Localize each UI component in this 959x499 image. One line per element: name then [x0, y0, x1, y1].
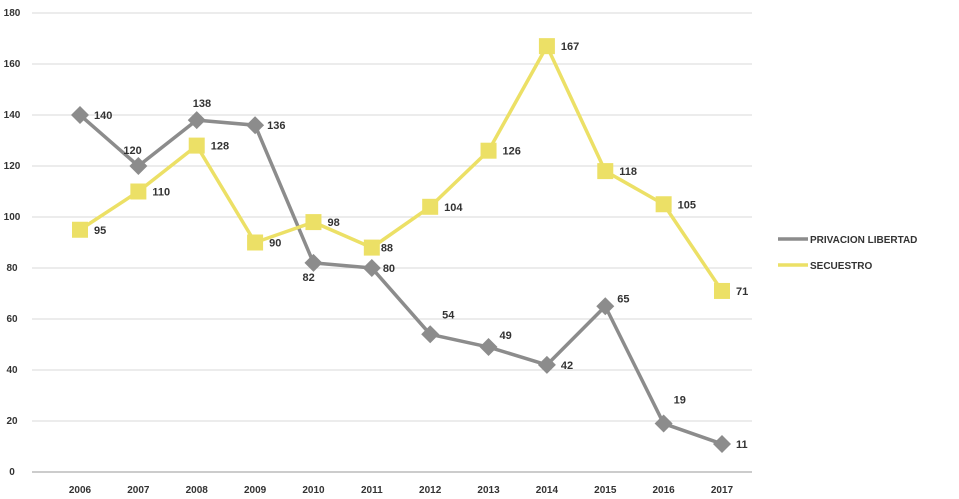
legend-label: PRIVACION LIBERTAD	[810, 235, 917, 246]
x-tick-label: 2008	[186, 485, 209, 496]
data-point	[538, 38, 555, 55]
data-label: 128	[211, 141, 229, 153]
data-point	[188, 137, 205, 154]
y-tick-label: 160	[4, 59, 21, 70]
data-label: 110	[152, 187, 170, 199]
x-tick-label: 2013	[477, 485, 500, 496]
data-point	[130, 183, 147, 200]
data-label: 95	[94, 225, 106, 237]
data-label: 49	[500, 330, 512, 342]
data-point	[304, 253, 323, 272]
y-tick-label: 80	[6, 263, 18, 274]
data-point	[655, 196, 672, 213]
data-label: 80	[383, 263, 395, 275]
x-tick-label: 2014	[536, 485, 559, 496]
data-label: 11	[736, 439, 748, 451]
x-tick-label: 2016	[653, 485, 676, 496]
x-tick-label: 2006	[69, 485, 92, 496]
series-1	[71, 106, 731, 453]
series-line	[78, 113, 723, 446]
series-layer: 140 120 138 136 82 80 54 49 42 65 19 11 95 110 128 90 98…	[71, 38, 748, 453]
data-label: 118	[619, 166, 637, 178]
data-label: 120	[123, 145, 141, 157]
y-tick-label: 20	[6, 416, 18, 427]
data-point	[654, 414, 673, 433]
legend-label: SECUESTRO	[810, 261, 872, 272]
y-axis: 0 20 40 60 80 100 120 140 160 180	[4, 8, 21, 478]
data-label: 90	[269, 238, 281, 250]
data-point	[246, 116, 265, 135]
data-point	[537, 355, 556, 374]
data-label: 19	[674, 395, 686, 407]
x-tick-label: 2012	[419, 485, 442, 496]
legend-item: PRIVACION LIBERTAD	[778, 235, 917, 246]
data-label: 140	[94, 110, 112, 122]
data-point	[305, 214, 322, 231]
x-tick-label: 2010	[302, 485, 325, 496]
data-label: 42	[561, 360, 573, 372]
data-label: 138	[193, 98, 211, 110]
data-point	[362, 259, 381, 277]
data-label: 105	[678, 199, 696, 211]
y-tick-label: 60	[6, 314, 18, 325]
data-point	[422, 198, 439, 215]
legend-item: SECUESTRO	[778, 261, 872, 272]
data-point	[363, 239, 380, 256]
data-point	[247, 234, 264, 251]
y-tick-label: 120	[4, 161, 21, 172]
series-2	[72, 38, 730, 299]
x-tick-label: 2017	[711, 485, 734, 496]
y-tick-label: 140	[4, 110, 21, 121]
data-point	[597, 163, 614, 180]
y-tick-label: 0	[9, 467, 15, 478]
data-point	[72, 221, 88, 238]
x-tick-label: 2007	[127, 485, 150, 496]
y-tick-label: 100	[4, 212, 21, 223]
y-tick-label: 40	[6, 365, 18, 376]
x-tick-label: 2009	[244, 485, 267, 496]
data-label: 82	[302, 272, 314, 284]
data-label: 167	[561, 41, 579, 53]
data-label: 65	[617, 293, 629, 305]
data-point	[421, 325, 440, 344]
data-label: 88	[381, 243, 393, 255]
data-label: 54	[442, 309, 455, 321]
data-label: 98	[327, 217, 339, 229]
y-tick-label: 180	[4, 8, 21, 19]
x-axis: 2006 2007 2008 2009 2010 2011 2012 2013 2014 2015…	[69, 485, 734, 496]
grid-lines	[32, 12, 752, 473]
data-point	[596, 297, 615, 316]
x-tick-label: 2015	[594, 485, 617, 496]
data-point	[129, 157, 148, 175]
data-point	[480, 142, 497, 159]
data-point	[714, 282, 730, 299]
series-line	[79, 44, 724, 292]
data-label: 71	[736, 286, 748, 298]
data-point	[713, 434, 731, 453]
data-point	[187, 111, 206, 130]
data-label: 126	[503, 146, 521, 158]
data-label: 136	[267, 120, 285, 132]
x-tick-label: 2011	[361, 485, 383, 496]
data-point	[71, 106, 89, 124]
legend: PRIVACION LIBERTAD SECUESTRO	[778, 235, 917, 272]
data-point	[479, 338, 498, 357]
data-label: 104	[444, 202, 463, 214]
